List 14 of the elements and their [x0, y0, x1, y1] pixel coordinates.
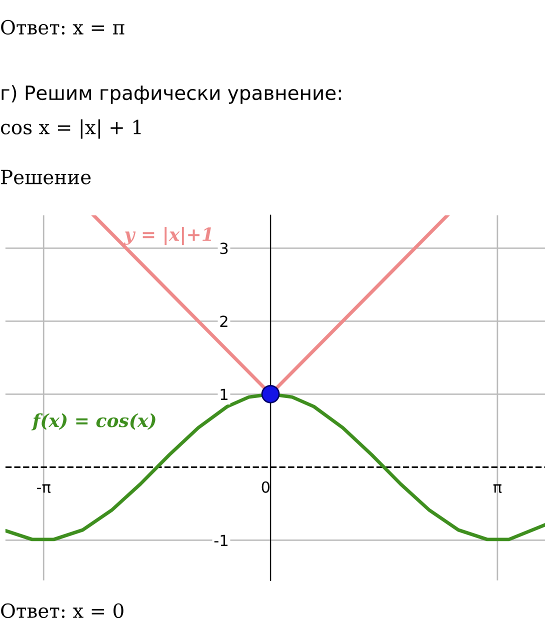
- text: Ответ: x = 0: [1, 603, 124, 618]
- x-tick-label: π: [493, 484, 502, 493]
- text: cos x = |x| + 1: [0, 119, 141, 139]
- y-tick-label: -1: [214, 534, 228, 546]
- text: Решение: [1, 170, 91, 184]
- y-tick-label: 3: [220, 242, 228, 254]
- series-label: f(x) = cos(x): [31, 413, 156, 430]
- y-tick-label: 2: [220, 316, 228, 327]
- x-tick-label: 0: [262, 481, 270, 493]
- chart-title: Ответ: x = π: [1, 20, 124, 35]
- y-tick-label: 1: [220, 388, 228, 400]
- x-tick-label: -π: [37, 484, 51, 493]
- series-label: y = |x|+1: [124, 227, 212, 246]
- chart-subtitle: г) Решим графически уравнение:: [2, 85, 341, 104]
